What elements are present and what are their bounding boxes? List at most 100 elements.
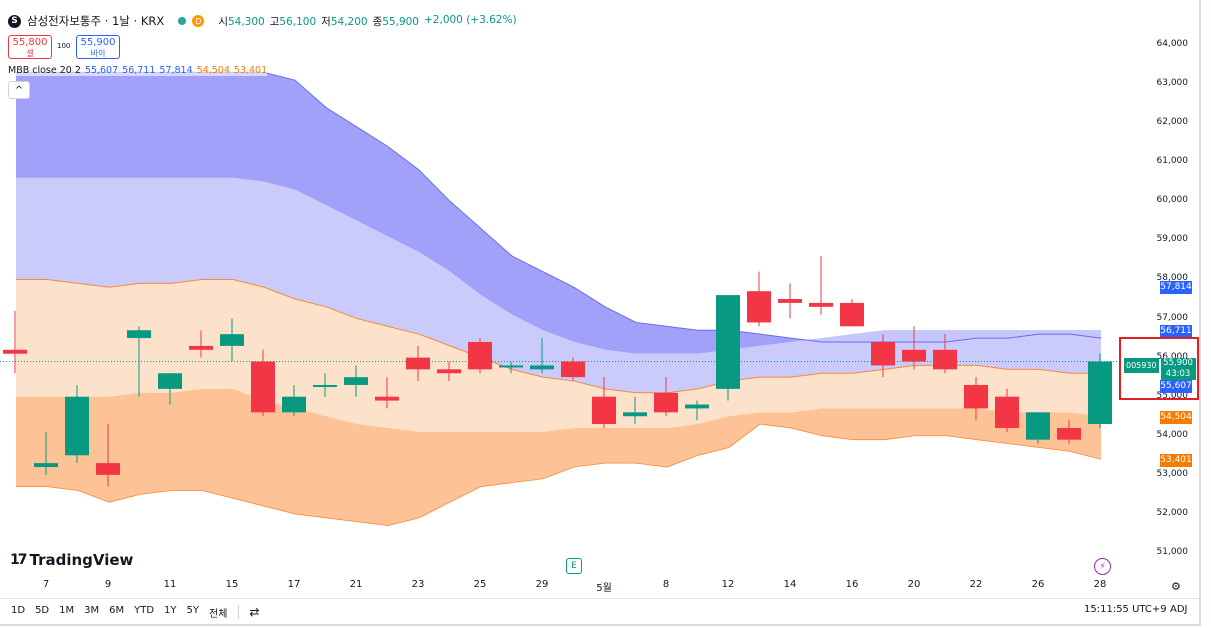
spread-value: 100	[57, 42, 71, 50]
time-axis-label: 7	[42, 579, 50, 590]
sell-label: 셀	[26, 49, 34, 58]
price-axis-label: 60,000	[1156, 195, 1189, 206]
lower-inner-band	[16, 279, 1101, 432]
time-axis-label: 29	[535, 579, 549, 590]
time-axis-label: 8	[662, 579, 670, 590]
change-value: +2,000 (+3.62%)	[424, 13, 517, 26]
symbol-title[interactable]: 삼성전자보통주 · 1날 · KRX	[27, 14, 165, 28]
open-label: 시	[218, 15, 228, 28]
candle-body	[902, 349, 926, 362]
upper2-price-tag: 57,814	[1160, 281, 1192, 294]
upper1-price-tag: 56,711	[1160, 325, 1192, 338]
candle-body	[127, 330, 151, 339]
candle-body	[871, 341, 895, 366]
candle-body	[592, 396, 616, 425]
timeframe-button[interactable]: 전체	[209, 608, 228, 620]
delay-badge: D	[192, 15, 205, 27]
adj-toggle[interactable]: ADJ	[1170, 604, 1188, 615]
time-axis-label: 5월	[596, 583, 612, 594]
candle-body	[623, 412, 647, 417]
toolbar-divider	[238, 605, 240, 619]
indicator-lower1: 54,504	[196, 65, 230, 76]
price-axis-label: 52,000	[1156, 507, 1189, 518]
timeframe-button[interactable]: 5D	[35, 604, 50, 616]
candle-body	[685, 404, 709, 409]
ohlc-values: 시54,300 고56,100 저54,200 종55,900 +2,000 (…	[218, 14, 516, 29]
price-axis-label: 57,000	[1156, 312, 1189, 323]
candle-body	[96, 463, 120, 475]
time-axis-label: 14	[783, 579, 797, 590]
candle-body	[964, 384, 988, 409]
timeframe-button[interactable]: 1Y	[164, 604, 177, 616]
sell-price: 55,800	[12, 37, 48, 48]
timeframe-button[interactable]: 5Y	[186, 604, 200, 616]
timeframe-button[interactable]: 1D	[11, 604, 26, 616]
time-axis-label: 20	[907, 579, 921, 590]
time-axis-label: 26	[1031, 579, 1045, 590]
low-value: 54,200	[330, 15, 368, 28]
close-value: 55,900	[382, 15, 419, 28]
candle-body	[747, 291, 771, 323]
time-axis-label: 9	[104, 579, 112, 590]
candle-body	[809, 302, 833, 307]
symbol-header: S 삼성전자보통주 · 1날 · KRX D 시54,300 고56,100 저…	[8, 10, 517, 32]
buy-button[interactable]: 55,900 바이	[76, 35, 120, 59]
candle-body	[282, 396, 306, 413]
collapse-legend-button[interactable]: ^	[8, 81, 30, 99]
dividend-badge-icon[interactable]: ⚡	[1094, 558, 1111, 575]
price-chart[interactable]	[0, 0, 1199, 575]
candle-body	[933, 349, 957, 370]
price-axis-label: 59,000	[1156, 234, 1189, 245]
candle-body	[1026, 412, 1050, 440]
candle-body	[251, 361, 275, 413]
candle-body	[3, 349, 27, 354]
earnings-badge-icon[interactable]: E	[566, 558, 582, 574]
candle-body	[1088, 361, 1112, 425]
upper-inner-band	[16, 177, 1101, 393]
candle-body	[344, 377, 368, 385]
candle-body	[158, 373, 182, 389]
time-axis-label: 15	[225, 579, 239, 590]
indicator-upper2: 57,814	[159, 65, 193, 76]
bar-countdown: 43:03	[1165, 369, 1191, 379]
price-axis-label: 55,000	[1156, 390, 1189, 401]
lower2-line	[16, 423, 1102, 527]
timeframe-group: 1D 5D 1M 3M 6M YTD 1Y 5Y 전체	[6, 605, 232, 620]
time-axis-label: 12	[721, 579, 735, 590]
indicator-basis: 55,607	[84, 65, 119, 76]
buy-price: 55,900	[80, 37, 116, 48]
market-open-dot-icon	[178, 17, 187, 25]
time-axis-label: 25	[473, 579, 487, 590]
timeframe-button[interactable]: 6M	[109, 604, 125, 616]
chart-settings-icon[interactable]: ⚙	[1171, 580, 1181, 593]
tradingview-logo[interactable]: 17 TradingView	[10, 551, 133, 569]
timeframe-button[interactable]: 3M	[84, 604, 100, 616]
candle-body	[778, 299, 802, 303]
high-label: 고	[269, 15, 280, 28]
time-axis-label: 16	[845, 579, 859, 590]
indicator-lower2: 53,401	[233, 65, 268, 76]
candle-body	[437, 369, 461, 374]
candle-body	[561, 361, 585, 378]
candle-body	[375, 396, 399, 401]
time-axis-label: 28	[1093, 579, 1107, 590]
lower1-price-tag: 54,504	[1160, 411, 1192, 424]
tradingview-logo-text: TradingView	[29, 551, 134, 569]
candle-body	[1057, 427, 1081, 440]
indicator-legend[interactable]: MBB close 20 2 55,607 56,711 57,814 54,5…	[8, 65, 268, 76]
date-range-icon[interactable]: ⇄	[249, 605, 260, 619]
sell-button[interactable]: 55,800 셀	[8, 35, 52, 59]
time-axis-label: 23	[411, 579, 425, 590]
tradingview-logo-icon: 17	[10, 552, 28, 568]
indicator-upper1: 56,711	[122, 65, 156, 76]
high-value: 56,100	[279, 15, 317, 28]
candle-body	[34, 463, 58, 468]
last-price-value: 55,900	[1163, 358, 1193, 368]
clock-display[interactable]: 15:11:55 UTC+9	[1084, 604, 1167, 615]
last-price-tag: 005930 55,900 43:03	[1124, 358, 1196, 380]
annotation-highlight-box	[1119, 337, 1199, 400]
timeframe-button[interactable]: YTD	[134, 604, 155, 616]
timeframe-button[interactable]: 1M	[59, 604, 75, 616]
candle-body	[220, 334, 244, 346]
time-axis[interactable]: 7 9 11 15 17 21 23 25 29 5월 8 12 14 16 20 22 26 28	[0, 575, 1199, 595]
